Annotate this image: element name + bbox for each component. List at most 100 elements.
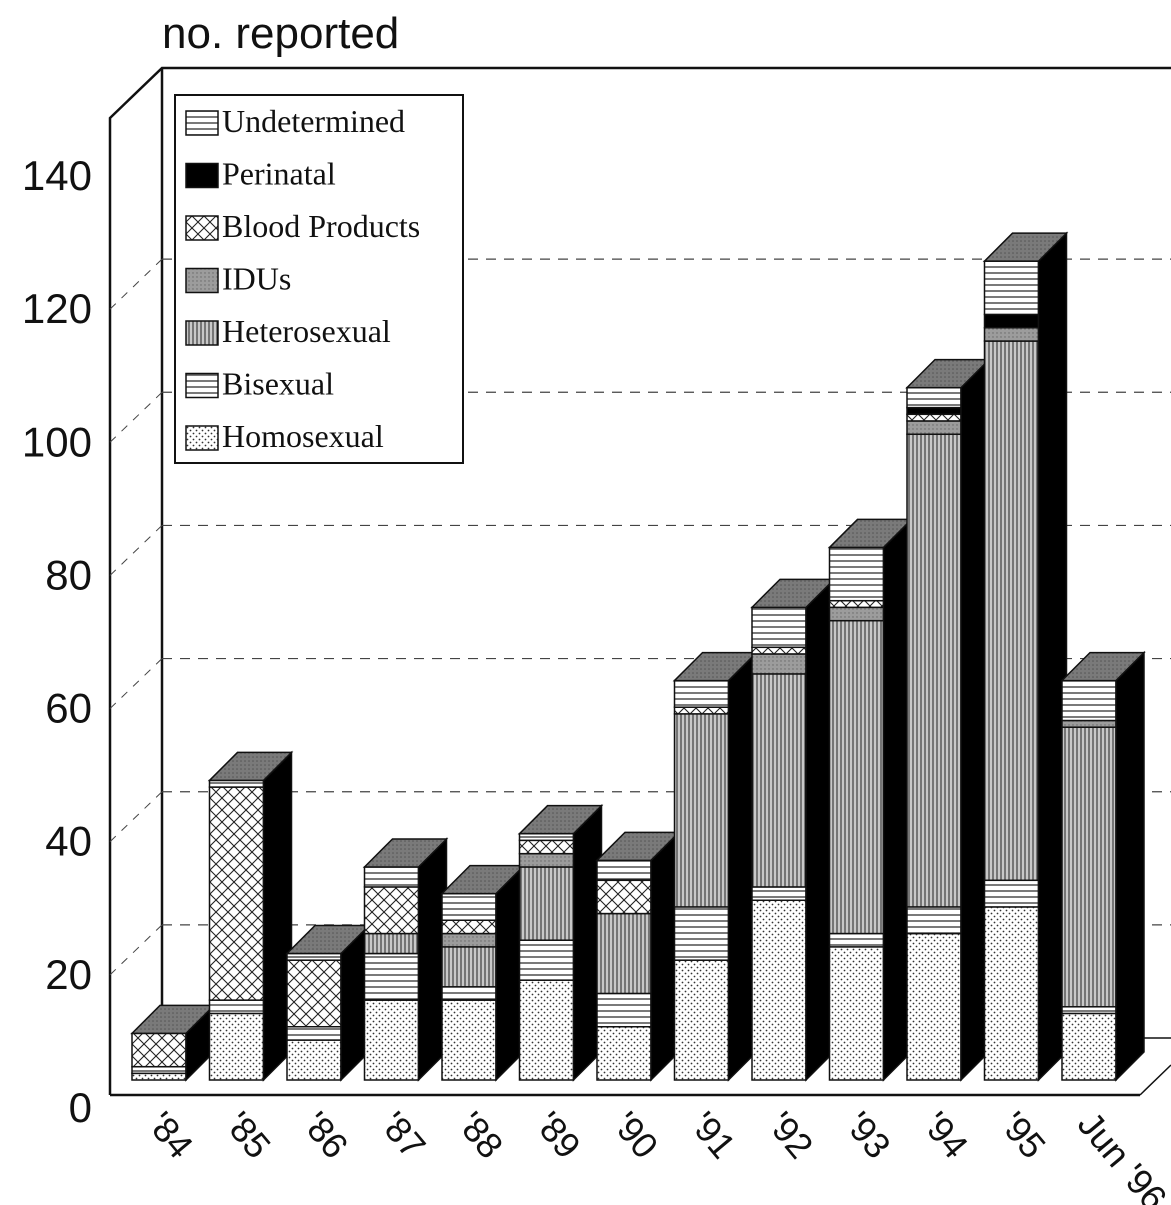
bar-segment-blood-products-89 bbox=[518, 839, 575, 855]
bar-segment-undetermined-89 bbox=[518, 832, 575, 842]
x-axis-ticks: '84'85 '86'87 '88'89 '90'91 '92'93 '94'95 Jun … bbox=[140, 1104, 1171, 1205]
bar-segment-bisexual-91 bbox=[673, 906, 730, 961]
legend-items: Undetermined Perinatal Blood Products IDUs H… bbox=[185, 103, 420, 454]
bar-group-84 bbox=[130, 1003, 216, 1082]
bar-segment-homosexual-jun-96 bbox=[1061, 1012, 1117, 1081]
x-tick-label-93: '93 bbox=[837, 1104, 899, 1166]
y-tick-label-0: 0 bbox=[69, 1084, 92, 1131]
gridline-diagonal-120 bbox=[109, 258, 163, 310]
x-tick-label-85: '85 bbox=[217, 1104, 279, 1166]
bar-segment-bisexual-93 bbox=[828, 932, 885, 948]
bar-top-jun-96 bbox=[1060, 651, 1146, 682]
bar-segment-blood-products-92 bbox=[751, 646, 807, 655]
legend-box bbox=[174, 94, 464, 464]
x-tick-label-95: '95 bbox=[992, 1104, 1054, 1166]
bar-segment-undetermined-jun-96 bbox=[1061, 679, 1117, 722]
bar-segment-homosexual-93 bbox=[828, 946, 885, 1081]
gridline-diagonal-100 bbox=[109, 391, 163, 443]
bar-segment-undetermined-85 bbox=[208, 779, 265, 788]
legend-swatch-perinatal bbox=[185, 162, 219, 189]
back-wall-outline bbox=[108, 66, 1171, 1095]
bar-group-95 bbox=[982, 231, 1069, 1082]
bar-segment-blood-products-86 bbox=[286, 959, 342, 1028]
bar-segment-homosexual-89 bbox=[518, 979, 575, 1081]
bar-segment-bisexual-89 bbox=[518, 939, 575, 981]
bar-segment-undetermined-86 bbox=[286, 952, 342, 961]
legend-swatch-undetermined bbox=[185, 110, 219, 136]
legend-label-bisexual: Bisexual bbox=[222, 366, 334, 402]
bar-group-86 bbox=[285, 923, 371, 1082]
gridline-diagonal-40 bbox=[109, 791, 163, 843]
bar-segment-bisexual-95 bbox=[983, 879, 1040, 908]
bar-top-87 bbox=[362, 838, 449, 868]
bar-segment-bisexual-94 bbox=[906, 906, 962, 935]
floor-right-edge bbox=[1139, 1064, 1171, 1096]
bar-segment-idus-95 bbox=[983, 326, 1040, 342]
legend-swatch-bisexual bbox=[185, 372, 219, 399]
bar-segment-homosexual-90 bbox=[596, 1025, 652, 1081]
x-tick-label-86: '86 bbox=[295, 1104, 357, 1166]
bar-top-85 bbox=[207, 751, 294, 782]
bar-segment-heterosexual-87 bbox=[363, 932, 420, 955]
y-tick-label-40: 40 bbox=[45, 818, 92, 865]
bar-segment-bisexual-92 bbox=[751, 886, 807, 902]
bar-group-90 bbox=[595, 830, 681, 1082]
bar-segment-homosexual-95 bbox=[983, 906, 1040, 1081]
bar-segment-bisexual-87 bbox=[363, 952, 420, 1001]
bar-segment-homosexual-86 bbox=[286, 1039, 342, 1081]
bar-segment-blood-products-85 bbox=[208, 786, 265, 1001]
bar-top-89 bbox=[517, 804, 604, 835]
bar-segment-bisexual-86 bbox=[286, 1025, 342, 1041]
legend-label-homosexual: Homosexual bbox=[222, 418, 384, 454]
x-tick-label-84: '84 bbox=[140, 1104, 202, 1166]
bar-segment-undetermined-87 bbox=[363, 866, 420, 888]
x-tick-label-91: '91 bbox=[682, 1104, 744, 1166]
bar-segment-homosexual-85 bbox=[208, 1012, 265, 1081]
y-tick-label-60: 60 bbox=[45, 685, 92, 732]
bar-segment-bisexual-85 bbox=[208, 999, 265, 1015]
legend-swatch-idus bbox=[185, 267, 219, 294]
bar-segment-heterosexual-92 bbox=[751, 673, 807, 888]
bar-segment-blood-products-88 bbox=[441, 919, 497, 935]
bar-top-95 bbox=[982, 232, 1069, 262]
bar-group-94 bbox=[905, 357, 991, 1082]
bar-segment-homosexual-92 bbox=[751, 899, 807, 1081]
y-tick-label-140: 140 bbox=[22, 152, 92, 199]
bar-segment-bisexual-84 bbox=[131, 1065, 187, 1075]
legend-label-blood-products: Blood Products bbox=[222, 208, 420, 244]
bar-segment-homosexual-88 bbox=[441, 999, 497, 1081]
bar-segment-blood-products-87 bbox=[363, 886, 420, 935]
bar-segment-idus-88 bbox=[441, 932, 497, 948]
bar-segment-heterosexual-93 bbox=[828, 619, 885, 935]
bar-segment-homosexual-87 bbox=[363, 999, 420, 1081]
bar-group-93 bbox=[827, 517, 914, 1082]
x-tick-label-jun-96: Jun '96 bbox=[1070, 1104, 1171, 1205]
legend-label-undetermined: Undetermined bbox=[222, 103, 405, 139]
gridline-diagonal-20 bbox=[109, 924, 163, 976]
bar-segment-blood-products-91 bbox=[673, 706, 730, 715]
bar-segment-homosexual-91 bbox=[673, 959, 730, 1081]
bar-segment-heterosexual-95 bbox=[983, 340, 1040, 882]
bar-segment-heterosexual-88 bbox=[441, 946, 497, 988]
bar-segment-perinatal-94 bbox=[906, 406, 962, 416]
x-tick-label-87: '87 bbox=[372, 1104, 434, 1166]
bar-group-88 bbox=[440, 863, 526, 1082]
x-tick-label-92: '92 bbox=[760, 1104, 822, 1166]
legend-label-idus: IDUs bbox=[222, 261, 291, 297]
bar-segment-undetermined-91 bbox=[673, 679, 730, 708]
bar-segment-blood-products-94 bbox=[906, 413, 962, 422]
y-tick-label-80: 80 bbox=[45, 551, 92, 598]
x-tick-label-88: '88 bbox=[450, 1104, 512, 1166]
x-tick-label-89: '89 bbox=[527, 1104, 589, 1166]
bar-segment-heterosexual-89 bbox=[518, 866, 575, 941]
bar-segment-bisexual-jun-96 bbox=[1061, 1006, 1117, 1015]
bar-segment-blood-products-90 bbox=[596, 879, 652, 915]
bar-group-85 bbox=[207, 750, 294, 1082]
bar-segment-homosexual-84 bbox=[131, 1072, 187, 1081]
legend-label-heterosexual: Heterosexual bbox=[222, 313, 391, 349]
bar-segment-undetermined-94 bbox=[906, 386, 962, 409]
bar-segment-undetermined-88 bbox=[441, 892, 497, 921]
legend-label-perinatal: Perinatal bbox=[222, 156, 336, 192]
y-tick-label-120: 120 bbox=[22, 285, 92, 332]
bar-segment-idus-92 bbox=[751, 653, 807, 675]
